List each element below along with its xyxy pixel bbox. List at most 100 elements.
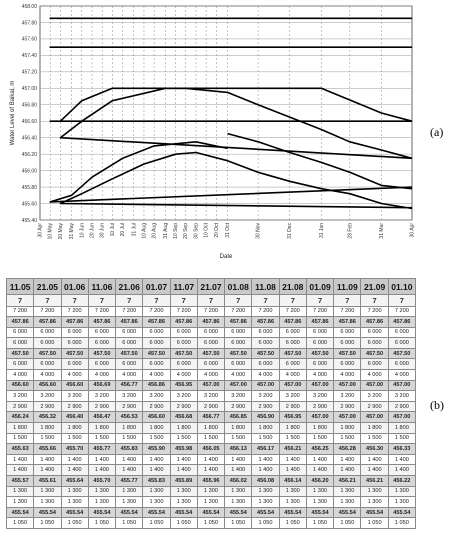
- table-cell: 6 000: [305, 337, 335, 349]
- table-cell: 7 200: [87, 305, 117, 318]
- table-cell: 456.85: [224, 411, 253, 424]
- table-cell: 1 400: [305, 453, 335, 466]
- table-cell: 455.54: [87, 506, 117, 519]
- table-cell: 4 000: [251, 369, 280, 381]
- table-cell: 6 000: [387, 337, 417, 349]
- table-cell: 1 300: [278, 485, 307, 498]
- y-axis-title: Water Level of Baikal, m: [10, 81, 16, 146]
- table-cell: 1 300: [333, 485, 362, 498]
- table-cell: 1 400: [224, 464, 253, 476]
- y-tick-label: 458.00: [22, 4, 38, 10]
- table-header-cell: 21.07: [196, 278, 226, 295]
- table-cell: 6 000: [142, 326, 171, 339]
- table-header-cell: 01.07: [142, 278, 171, 295]
- table-cell: 4 000: [142, 369, 171, 381]
- table-cell: 457.86: [115, 316, 144, 328]
- table-cell: 4 000: [5, 369, 35, 381]
- table-cell: 6 000: [87, 337, 117, 349]
- table-cell: 455.54: [251, 506, 280, 519]
- table-cell: 2 900: [305, 400, 335, 413]
- table-cell: 457.50: [360, 347, 389, 360]
- y-tick-label: 455.80: [22, 185, 38, 191]
- table-cell: 456.53: [115, 411, 144, 424]
- table-cell: 457.86: [305, 316, 335, 328]
- y-tick-label: 457.00: [22, 86, 38, 92]
- table-cell: 457.50: [278, 347, 307, 360]
- table-cell: 4 000: [60, 369, 89, 381]
- table-header-cell: 21.08: [278, 278, 307, 295]
- table-cell: 6 000: [142, 337, 171, 349]
- release-schedule-table-container: 11.05 21.05 01.06 11.06 21.06 01.07 11.07 21.07…: [5, 278, 417, 529]
- table-cell: 1 050: [333, 517, 362, 529]
- table-cell: 455.98: [169, 443, 198, 455]
- table-cell: 1 300: [142, 485, 171, 498]
- table-subheader-cell: 7: [196, 294, 226, 307]
- table-cell: 6 000: [333, 326, 362, 339]
- table-cell: 1 300: [115, 485, 144, 498]
- table-subheader-cell: 7: [360, 294, 389, 307]
- table-cell: 7 200: [305, 305, 335, 318]
- table-cell: 1 500: [5, 432, 35, 445]
- table-cell: 1 300: [196, 485, 226, 498]
- release-schedule-table: 11.05 21.05 01.06 11.06 21.06 01.07 11.07 21.07…: [5, 278, 417, 529]
- table-cell: 4 000: [224, 369, 253, 381]
- table-header-cell: 11.09: [333, 278, 362, 295]
- table-cell: 1 400: [142, 464, 171, 476]
- table-cell: 457.86: [33, 316, 62, 328]
- table-header-cell: 11.06: [87, 278, 117, 295]
- table-cell: 6 000: [115, 326, 144, 339]
- x-tick-label: 20 May: [58, 223, 64, 240]
- table-cell: 7 200: [5, 305, 35, 318]
- table-cell: 1 800: [115, 422, 144, 434]
- table-cell: 1 400: [5, 464, 35, 476]
- table-cell: 1 300: [305, 485, 335, 498]
- table-cell: 457.86: [278, 316, 307, 328]
- table-cell: 1 300: [60, 496, 89, 508]
- table-cell: 6 000: [115, 337, 144, 349]
- x-tick-label: 10 Jun: [79, 223, 85, 238]
- table-subheader-cell: 7: [142, 294, 171, 307]
- table-cell: 457.00: [305, 379, 335, 392]
- table-row-release: 1 300 1 300 1 300 1 300 1 300 1 300 1 300 1 300…: [5, 496, 417, 508]
- table-cell: 3 200: [387, 390, 417, 402]
- table-cell: 1 400: [33, 453, 62, 466]
- table-cell: 457.00: [333, 411, 362, 424]
- table-cell: 2 900: [33, 400, 62, 413]
- table-cell: 455.54: [278, 506, 307, 519]
- table-cell: 1 400: [224, 453, 253, 466]
- table-cell: 455.70: [87, 475, 117, 487]
- table-subheader-cell: 7: [169, 294, 198, 307]
- table-cell: 455.54: [169, 506, 198, 519]
- table-cell: 455.54: [33, 506, 62, 519]
- table-row-level: 455.57 455.61 455.64 455.70 455.77 455.83 455.…: [5, 475, 417, 487]
- table-cell: 6 000: [87, 326, 117, 339]
- table-cell: 6 000: [196, 326, 226, 339]
- table-cell: 1 400: [33, 464, 62, 476]
- table-cell: 1 300: [169, 496, 198, 508]
- series-line-4: [59, 87, 413, 160]
- table-cell: 1 500: [251, 432, 280, 445]
- table-cell: 2 900: [169, 400, 198, 413]
- table-cell: 1 300: [60, 485, 89, 498]
- table-cell: 6 000: [33, 358, 62, 371]
- table-cell: 1 050: [142, 517, 171, 529]
- table-cell: 1 400: [278, 464, 307, 476]
- table-cell: 7 200: [115, 305, 144, 318]
- table-cell: 456.02: [224, 475, 253, 487]
- table-row-release: 2 900 2 900 2 900 2 900 2 900 2 900 2 900 2 900…: [5, 400, 417, 413]
- table-cell: 457.00: [278, 379, 307, 392]
- table-cell: 1 300: [387, 496, 417, 508]
- table-cell: 1 050: [87, 517, 117, 529]
- table-cell: 6 000: [224, 337, 253, 349]
- table-cell: 1 400: [115, 453, 144, 466]
- table-cell: 456.68: [169, 411, 198, 424]
- table-cell: 6 000: [360, 326, 389, 339]
- table-cell: 3 200: [333, 390, 362, 402]
- table-cell: 457.00: [333, 379, 362, 392]
- table-cell: 1 400: [278, 453, 307, 466]
- table-cell: 1 400: [87, 464, 117, 476]
- table-subheader-cell: 7: [387, 294, 417, 307]
- table-cell: 1 800: [142, 422, 171, 434]
- table-cell: 6 000: [169, 358, 198, 371]
